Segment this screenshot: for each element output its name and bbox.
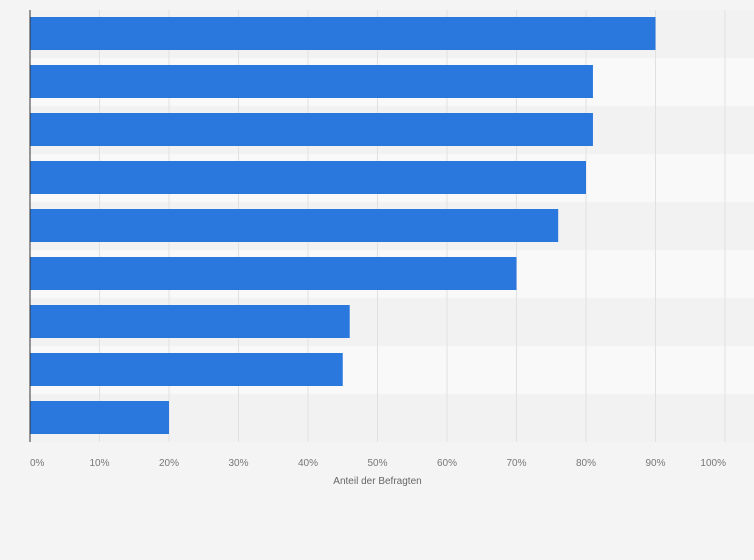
bar[interactable] — [30, 401, 169, 434]
x-tick-label: 80% — [576, 458, 596, 469]
bar[interactable] — [30, 17, 656, 50]
bar[interactable] — [30, 113, 593, 146]
x-tick-label: 0% — [30, 458, 45, 469]
bar[interactable] — [30, 305, 350, 338]
x-tick-label: 30% — [228, 458, 248, 469]
x-tick-label: 20% — [159, 458, 179, 469]
x-tick-label: 60% — [437, 458, 457, 469]
x-axis-ticks: 0% 10% 20% 30% 40% 50% 60% 70% 80% 90% 100% — [30, 458, 726, 469]
x-tick-label: 50% — [367, 458, 387, 469]
x-tick-label: 100% — [700, 458, 726, 469]
x-tick-label: 40% — [298, 458, 318, 469]
bar[interactable] — [30, 209, 559, 242]
x-tick-label: 70% — [506, 458, 526, 469]
bar[interactable] — [30, 353, 343, 386]
bars — [30, 17, 656, 434]
bar[interactable] — [30, 257, 517, 290]
x-axis-title: Anteil der Befragten — [333, 476, 421, 487]
x-tick-label: 10% — [89, 458, 109, 469]
bar[interactable] — [30, 161, 586, 194]
x-tick-label: 90% — [645, 458, 665, 469]
bar[interactable] — [30, 65, 593, 98]
